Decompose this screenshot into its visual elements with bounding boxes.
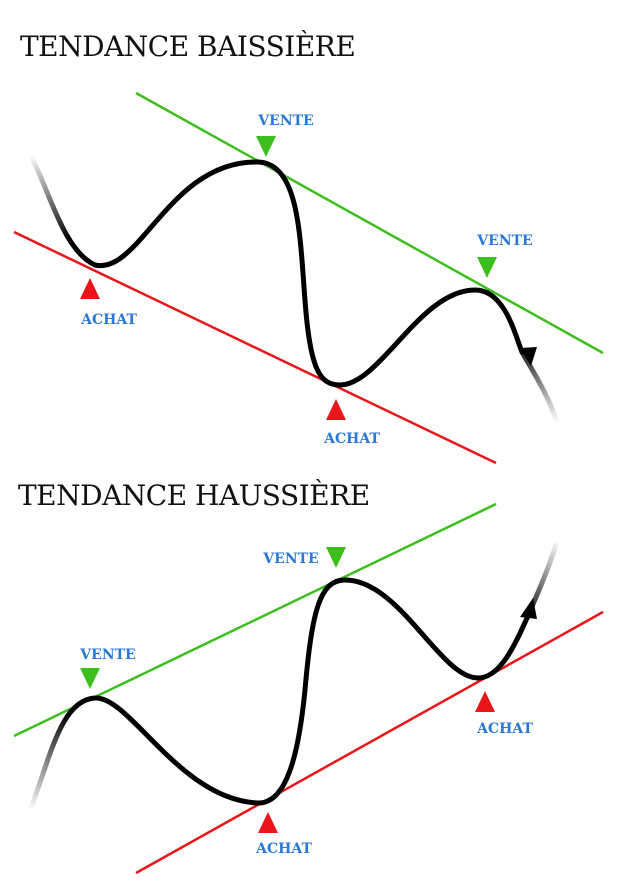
bearish-buy-marker [80, 278, 100, 299]
bearish-resistance-line [135, 91, 604, 355]
bearish-panel: TENDANCE BAISSIÈRE ACHAT VENTE ACHAT VEN… [13, 30, 604, 465]
bullish-buy-marker [258, 812, 278, 833]
bullish-direction-arrow [520, 598, 537, 619]
bullish-sell-marker [80, 668, 100, 689]
bearish-curve-fade-start [27, 152, 98, 268]
bearish-price-curve [92, 159, 525, 388]
bearish-sell-label: VENTE [476, 233, 532, 249]
bullish-sell-marker [326, 547, 346, 568]
bullish-sell-label: VENTE [262, 551, 318, 567]
bullish-buy-label: ACHAT [255, 841, 312, 857]
bearish-buy-label: ACHAT [80, 312, 137, 328]
bullish-buy-marker [475, 691, 495, 712]
bullish-sell-label: VENTE [79, 647, 135, 663]
bullish-price-curve [92, 577, 530, 806]
bearish-sell-marker [477, 257, 497, 278]
bullish-buy-label: ACHAT [476, 721, 533, 737]
bearish-sell-marker [256, 136, 276, 157]
bearish-direction-arrow [520, 347, 537, 366]
bearish-buy-marker [326, 399, 346, 420]
bearish-sell-label: VENTE [257, 113, 313, 129]
bullish-title: TENDANCE HAUSSIÈRE [18, 479, 370, 512]
bearish-curve-fade-end [519, 349, 560, 425]
bullish-curve-fade-start [27, 695, 98, 813]
bearish-buy-label: ACHAT [323, 431, 380, 447]
bullish-support-line [135, 610, 604, 875]
bullish-panel: TENDANCE HAUSSIÈRE VENTE ACHAT VENTE ACH… [13, 479, 604, 875]
bearish-support-line [13, 230, 497, 465]
bearish-title: TENDANCE BAISSIÈRE [20, 30, 355, 63]
